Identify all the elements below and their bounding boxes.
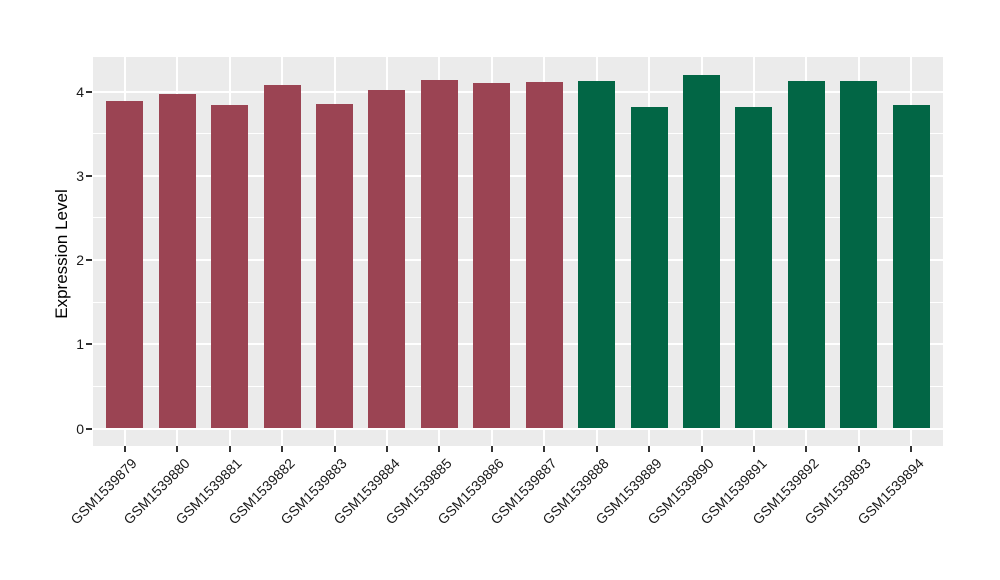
x-axis-tick [490,446,493,452]
bar-GSM1539887 [525,82,563,429]
x-axis-tick [805,446,808,452]
x-axis-tick [910,446,913,452]
y-tick-label: 0 [76,420,84,437]
y-tick-label: 1 [76,336,84,353]
y-tick-label: 4 [76,83,84,100]
x-axis-tick [123,446,126,452]
bar-GSM1539881 [211,104,249,429]
bar-GSM1539893 [840,80,878,429]
y-axis-tick [86,259,92,261]
x-axis-tick [648,446,651,452]
bar-GSM1539882 [263,84,301,429]
y-axis-tick [86,343,92,346]
x-axis-tick [700,446,703,452]
x-axis-tick [176,446,179,452]
gridline-minor [93,301,943,303]
y-tick-label: 2 [76,252,84,268]
gridline-major [93,259,943,261]
bar-GSM1539883 [316,104,354,429]
x-axis-tick [543,446,546,452]
bar-GSM1539884 [368,89,406,429]
x-axis-tick [333,446,336,452]
y-axis-tick [86,90,92,93]
x-axis-tick [385,446,388,452]
x-axis-tick [752,446,755,452]
bar-GSM1539890 [683,74,721,429]
x-axis-tick [595,446,598,452]
bar-GSM1539888 [578,81,616,429]
gridline-minor [93,133,943,135]
bar-GSM1539885 [420,79,458,429]
gridline-major [93,174,943,177]
y-axis-tick [86,427,92,430]
x-axis-tick [438,446,441,452]
bar-GSM1539880 [158,94,196,429]
gridline-minor [93,385,943,387]
x-axis-tick [857,446,860,452]
y-tick-label: 3 [76,167,84,184]
y-axis-tick [86,174,92,177]
x-axis-tick [228,446,231,452]
bar-GSM1539879 [106,100,144,429]
bar-GSM1539894 [892,104,930,429]
gridline-major [93,90,943,93]
gridline-major [93,427,943,430]
y-axis-title-text: Expression Level [52,188,71,319]
gridline-minor [93,217,943,219]
x-axis-tick [281,446,284,452]
bar-GSM1539889 [630,106,668,429]
bar-GSM1539892 [787,80,825,429]
bar-GSM1539891 [735,106,773,429]
bar-GSM1539886 [473,83,511,429]
gridline-major [93,343,943,346]
